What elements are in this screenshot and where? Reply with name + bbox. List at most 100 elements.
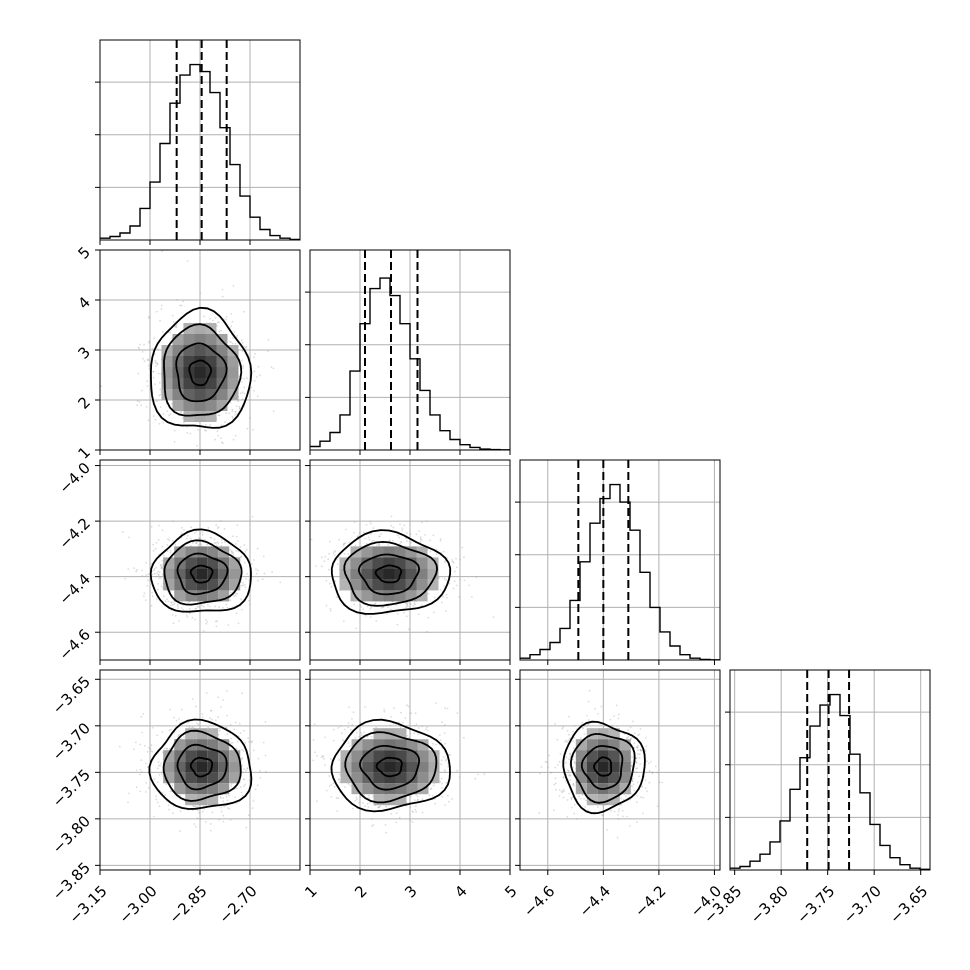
density-cell	[417, 772, 429, 784]
sample-point	[370, 736, 373, 738]
density-cell	[229, 761, 241, 773]
sample-point	[209, 536, 212, 539]
sample-point	[158, 764, 160, 767]
sample-point	[251, 515, 254, 518]
density-cell	[406, 739, 418, 751]
sample-point	[220, 544, 223, 547]
sample-point	[367, 536, 370, 539]
sample-point	[183, 421, 185, 424]
sample-point	[155, 566, 157, 569]
sample-point	[638, 775, 641, 778]
sample-point	[250, 741, 253, 744]
sample-point	[347, 553, 349, 555]
sample-point	[248, 740, 251, 743]
sample-point	[216, 527, 219, 529]
density-cell	[218, 579, 230, 591]
sample-point	[351, 723, 354, 726]
sample-point	[362, 608, 365, 611]
sample-point	[421, 521, 423, 524]
sample-point	[192, 805, 195, 808]
sample-point	[168, 748, 171, 750]
density-cell	[384, 772, 396, 784]
sample-point	[416, 795, 419, 798]
density-cell	[196, 728, 208, 740]
sample-point	[483, 773, 486, 776]
sample-point	[354, 736, 357, 739]
sample-point	[240, 598, 242, 601]
sample-point	[170, 601, 173, 603]
sample-point	[426, 726, 428, 729]
sample-point	[228, 794, 230, 797]
sample-point	[409, 806, 412, 809]
sample-point	[355, 731, 358, 734]
sample-point	[161, 792, 164, 794]
sample-point	[163, 555, 165, 557]
sample-point	[429, 550, 432, 553]
sample-point	[161, 731, 164, 733]
density-cell	[185, 794, 197, 806]
sample-point	[446, 707, 449, 710]
sample-point	[158, 773, 161, 776]
sample-point	[322, 755, 325, 758]
density-cell	[417, 750, 429, 762]
sample-point	[145, 406, 148, 408]
sample-point	[160, 304, 163, 307]
contour-line	[344, 731, 438, 804]
sample-point	[153, 778, 156, 781]
sample-point	[187, 534, 189, 537]
sample-point	[388, 539, 391, 542]
sample-point	[234, 342, 237, 345]
density-grid	[339, 546, 439, 602]
sample-point	[164, 794, 167, 796]
sample-point	[161, 559, 164, 562]
sample-point	[285, 734, 287, 736]
sample-point	[441, 782, 443, 785]
density-cell	[185, 579, 197, 591]
sample-point	[220, 437, 222, 439]
sample-point	[443, 561, 446, 564]
sample-point	[349, 784, 352, 787]
sample-point	[385, 831, 387, 834]
sample-point	[254, 788, 257, 791]
density-cell	[183, 334, 195, 345]
sample-point	[329, 582, 331, 585]
sample-point	[158, 394, 161, 397]
sample-point	[159, 764, 162, 767]
density-cell	[372, 579, 384, 591]
sample-point	[333, 550, 336, 552]
sample-point	[239, 546, 242, 548]
sample-point	[348, 745, 351, 748]
sample-point	[315, 565, 318, 567]
sample-point	[180, 737, 183, 740]
density-cell	[205, 345, 217, 356]
sample-point	[200, 544, 203, 546]
sample-point	[240, 339, 243, 342]
density-cell	[185, 728, 197, 740]
sample-point	[228, 340, 231, 343]
density-cell	[361, 568, 373, 580]
sample-point	[418, 530, 421, 532]
sample-point	[468, 584, 470, 587]
sample-point	[207, 527, 210, 529]
sample-point	[364, 537, 367, 540]
density-cell	[161, 378, 173, 389]
sample-point	[461, 546, 464, 549]
sample-point	[235, 550, 238, 552]
density-cell	[174, 772, 186, 784]
sample-point	[451, 798, 453, 800]
sample-point	[420, 538, 423, 541]
sample-point	[399, 523, 401, 526]
sample-point	[174, 614, 177, 617]
sample-point	[149, 748, 152, 750]
sample-point	[157, 761, 160, 763]
sample-point	[209, 709, 212, 712]
contour-line	[358, 745, 421, 791]
sample-point	[217, 526, 220, 528]
sample-point	[166, 598, 168, 601]
sample-point	[197, 723, 200, 726]
sample-point	[203, 315, 205, 318]
sample-point	[244, 783, 247, 786]
sample-point	[234, 721, 237, 724]
density-cell	[194, 323, 206, 334]
sample-point	[211, 811, 214, 814]
